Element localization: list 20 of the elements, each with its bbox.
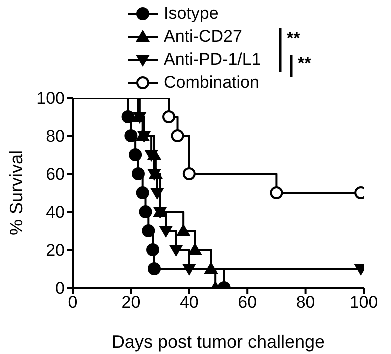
text: **: [287, 29, 300, 49]
y-tick-label: 40: [46, 203, 65, 222]
y-tick-label: 80: [46, 127, 65, 146]
x-tick-label: 40: [180, 293, 199, 312]
y-tick-label: 0: [56, 279, 65, 298]
y-axis-title: % Survival: [6, 150, 26, 236]
y-tick-label: 20: [46, 241, 65, 260]
x-tick-label: 20: [122, 293, 141, 312]
x-tick-label: 100: [350, 293, 378, 312]
legend-label: Combination: [164, 72, 260, 92]
text: **: [298, 54, 312, 74]
legend-label: Anti-PD-1/L1: [164, 50, 262, 70]
y-tick-label: 100: [36, 89, 65, 108]
legend-label: Anti-CD27: [164, 26, 242, 46]
y-tick-label: 60: [46, 165, 65, 184]
x-tick-label: 0: [68, 293, 78, 312]
x-tick-label: 60: [238, 293, 258, 312]
x-tick-label: 80: [296, 293, 316, 312]
legend-label: Isotype: [164, 4, 219, 24]
x-axis-title: Days post tumor challenge: [112, 332, 326, 352]
